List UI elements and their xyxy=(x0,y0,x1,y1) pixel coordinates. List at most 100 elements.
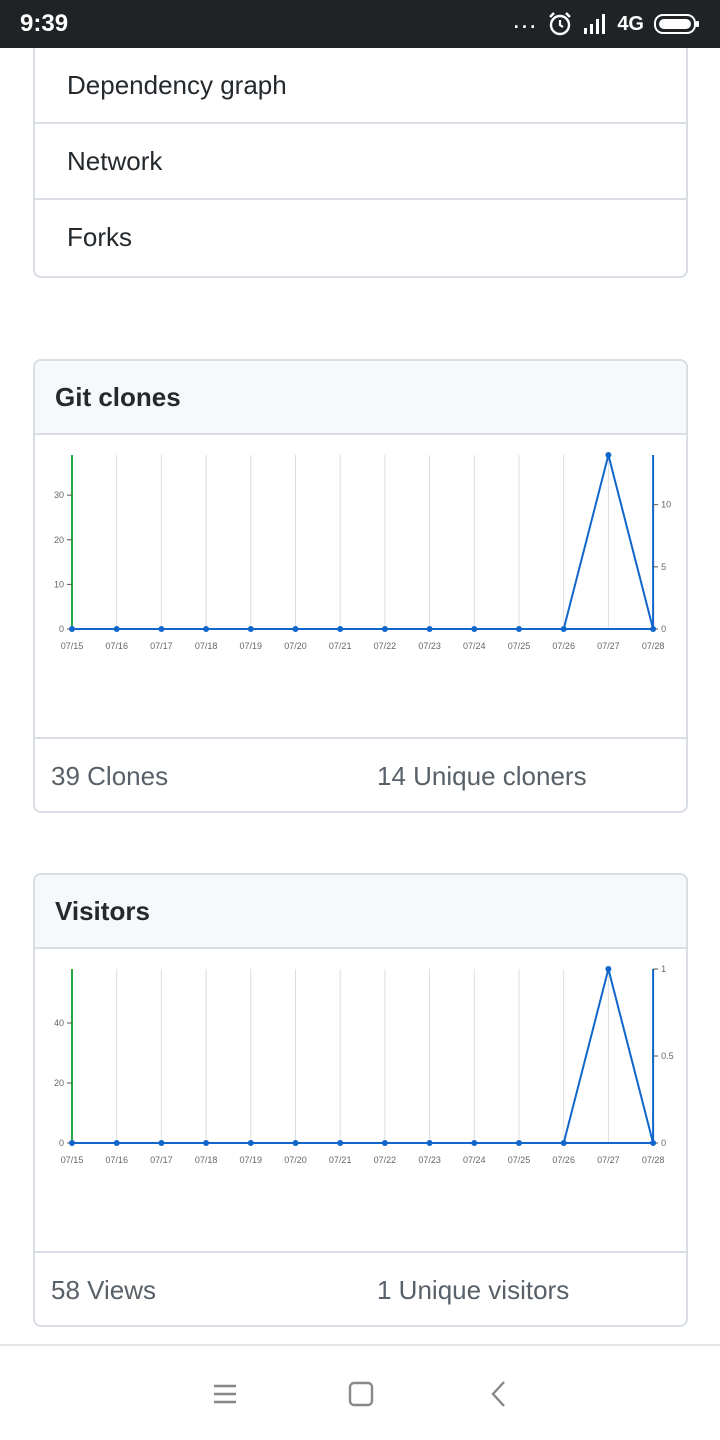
x-tick-label: 07/20 xyxy=(284,1155,307,1165)
series-line xyxy=(72,454,655,630)
git-clones-title: Git clones xyxy=(35,361,686,435)
x-tick-label: 07/23 xyxy=(418,641,441,651)
x-tick-label: 07/26 xyxy=(552,1155,575,1165)
x-tick-label: 07/19 xyxy=(240,1155,263,1165)
views-count: 58 Views xyxy=(51,1275,157,1305)
x-tick-label: 07/19 xyxy=(240,641,263,651)
git-clones-stats: 39 Clones 14 Unique cloners xyxy=(35,737,686,811)
x-tick-label: 07/15 xyxy=(61,641,84,651)
x-tick-label: 07/18 xyxy=(195,1155,218,1165)
data-point xyxy=(247,1140,254,1146)
home-icon[interactable] xyxy=(343,1378,379,1410)
left-tick-label: 0 xyxy=(59,1138,64,1148)
menu-item-network[interactable]: Network xyxy=(35,124,686,200)
status-dots: ... xyxy=(512,4,538,34)
data-point xyxy=(113,626,120,632)
visitors-chart: 0 20 40 0 0.5 1 07/15 07/16 07/17 07/18 07/19 07/20… xyxy=(54,964,674,1165)
data-point xyxy=(650,1140,657,1146)
x-tick-label: 07/16 xyxy=(105,641,128,651)
x-tick-label: 07/17 xyxy=(150,1155,173,1165)
data-point xyxy=(426,626,433,632)
x-tick-label: 07/28 xyxy=(642,1155,665,1165)
x-tick-label: 07/25 xyxy=(508,641,531,651)
menu-item-label: Network xyxy=(67,145,163,176)
data-point xyxy=(516,1140,522,1146)
left-tick-label: 30 xyxy=(54,490,64,500)
data-point xyxy=(158,626,165,632)
data-point xyxy=(337,626,344,632)
left-tick-label: 20 xyxy=(54,535,64,545)
visitors-card: Visitors 0 20 40 0 0.5 1 07/15 07/16 07/17 07/18 0… xyxy=(33,873,688,1327)
x-tick-label: 07/17 xyxy=(150,641,173,651)
visitors-stats: 58 Views 1 Unique visitors xyxy=(35,1251,686,1325)
network-type: 4G xyxy=(617,12,644,35)
x-tick-label: 07/28 xyxy=(642,641,665,651)
visitors-title: Visitors xyxy=(35,875,686,949)
system-nav-bar xyxy=(0,1344,720,1440)
right-tick-label: 1 xyxy=(661,964,666,974)
x-tick-label: 07/25 xyxy=(508,1155,531,1165)
x-tick-label: 07/21 xyxy=(329,641,352,651)
data-point xyxy=(605,452,612,458)
x-tick-label: 07/24 xyxy=(463,1155,486,1165)
x-tick-label: 07/18 xyxy=(195,641,218,651)
status-bar: 9:39 ... 4G xyxy=(0,0,720,48)
clones-count: 39 Clones xyxy=(51,761,169,791)
x-tick-label: 07/22 xyxy=(374,641,397,651)
data-point xyxy=(337,1140,344,1146)
data-point xyxy=(426,1140,433,1146)
series-line xyxy=(72,968,655,1144)
data-point xyxy=(560,1140,567,1146)
data-point xyxy=(69,1140,75,1146)
status-time: 9:39 xyxy=(20,10,69,37)
battery-icon xyxy=(654,13,700,35)
data-point xyxy=(203,626,210,632)
data-point xyxy=(471,626,478,632)
x-tick-label: 07/27 xyxy=(597,641,620,651)
x-tick-label: 07/15 xyxy=(61,1155,84,1165)
git-clones-card: Git clones 0 10 20 30 0 5 10 07/15 07/16 07/17 07/… xyxy=(33,359,688,813)
menu-item-forks[interactable]: Forks xyxy=(35,200,686,274)
unique-cloners-count: 14 Unique cloners xyxy=(377,761,587,791)
left-tick-label: 0 xyxy=(59,624,64,634)
data-point xyxy=(516,626,522,632)
signal-icon xyxy=(583,13,607,35)
data-point xyxy=(203,1140,210,1146)
menu-icon[interactable] xyxy=(207,1378,243,1410)
right-tick-label: 5 xyxy=(661,562,666,572)
data-point xyxy=(69,626,75,632)
x-tick-label: 07/26 xyxy=(552,641,575,651)
menu-item-label: Forks xyxy=(67,221,132,252)
insights-menu: Dependency graph Network Forks xyxy=(33,48,688,278)
x-tick-label: 07/16 xyxy=(105,1155,128,1165)
x-tick-label: 07/23 xyxy=(418,1155,441,1165)
data-point xyxy=(292,626,299,632)
unique-visitors-count: 1 Unique visitors xyxy=(377,1275,570,1305)
right-tick-label: 0 xyxy=(661,1138,666,1148)
data-point xyxy=(605,966,612,972)
x-tick-label: 07/24 xyxy=(463,641,486,651)
data-point xyxy=(247,626,254,632)
data-point xyxy=(650,626,657,632)
alarm-icon xyxy=(547,11,573,37)
data-point xyxy=(381,1140,388,1146)
git-clones-chart: 0 10 20 30 0 5 10 07/15 07/16 07/17 07/18 07/19 07/2… xyxy=(54,452,671,651)
data-point xyxy=(158,1140,165,1146)
menu-item-dependency-graph[interactable]: Dependency graph xyxy=(35,48,686,124)
status-icons: ... 4G xyxy=(512,4,700,40)
data-point xyxy=(560,626,567,632)
left-tick-label: 40 xyxy=(54,1018,64,1028)
x-tick-label: 07/27 xyxy=(597,1155,620,1165)
data-point xyxy=(292,1140,299,1146)
back-icon[interactable] xyxy=(481,1378,517,1410)
right-tick-label: 0.5 xyxy=(661,1051,674,1061)
left-tick-label: 20 xyxy=(54,1078,64,1088)
data-point xyxy=(471,1140,478,1146)
data-point xyxy=(381,626,388,632)
x-tick-label: 07/21 xyxy=(329,1155,352,1165)
data-point xyxy=(113,1140,120,1146)
left-tick-label: 10 xyxy=(54,579,64,589)
right-tick-label: 0 xyxy=(661,624,666,634)
x-tick-label: 07/20 xyxy=(284,641,307,651)
menu-item-label: Dependency graph xyxy=(67,69,287,100)
